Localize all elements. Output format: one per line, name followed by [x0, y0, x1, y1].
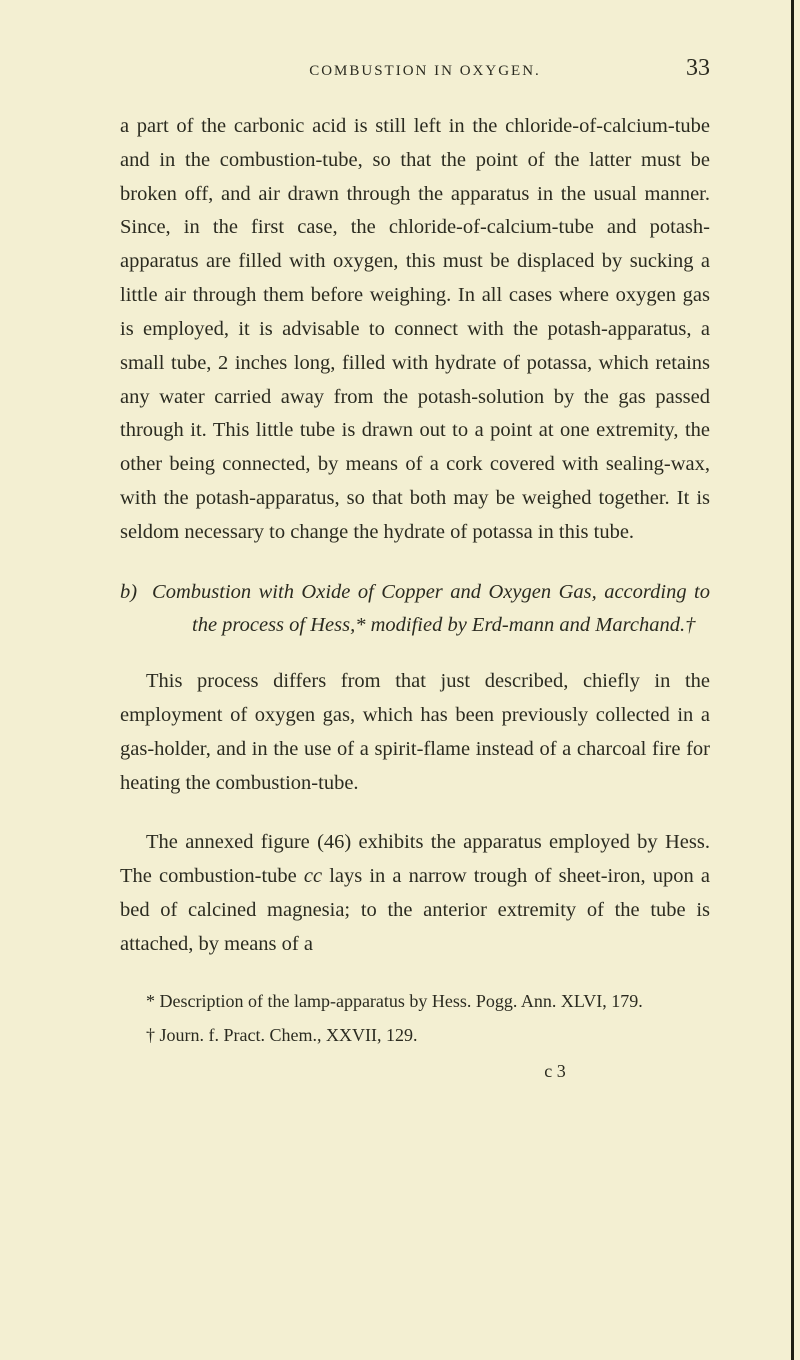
- subsection-label: b): [120, 581, 137, 603]
- footnote-1: * Description of the lamp-apparatus by H…: [120, 988, 710, 1016]
- page-edge-rule: [791, 0, 794, 1360]
- page-number: 33: [650, 55, 710, 82]
- paragraph-2: This process differs from that just desc…: [120, 665, 710, 800]
- page-header: COMBUSTION IN OXYGEN. 33: [120, 55, 710, 82]
- scanned-page: COMBUSTION IN OXYGEN. 33 a part of the c…: [0, 0, 800, 1360]
- footnote-2: † Journ. f. Pract. Chem., XXVII, 129.: [120, 1022, 710, 1050]
- paragraph-1: a part of the carbonic acid is still lef…: [120, 110, 710, 550]
- subsection-title: Combustion with Oxide of Copper and Oxyg…: [152, 581, 710, 637]
- signature-mark: c 3: [120, 1061, 710, 1082]
- inline-var-cc: cc: [304, 865, 322, 887]
- subsection-heading: b) Combustion with Oxide of Copper and O…: [120, 576, 710, 644]
- running-head: COMBUSTION IN OXYGEN.: [200, 63, 650, 80]
- paragraph-3: The annexed figure (46) exhibits the app…: [120, 826, 710, 961]
